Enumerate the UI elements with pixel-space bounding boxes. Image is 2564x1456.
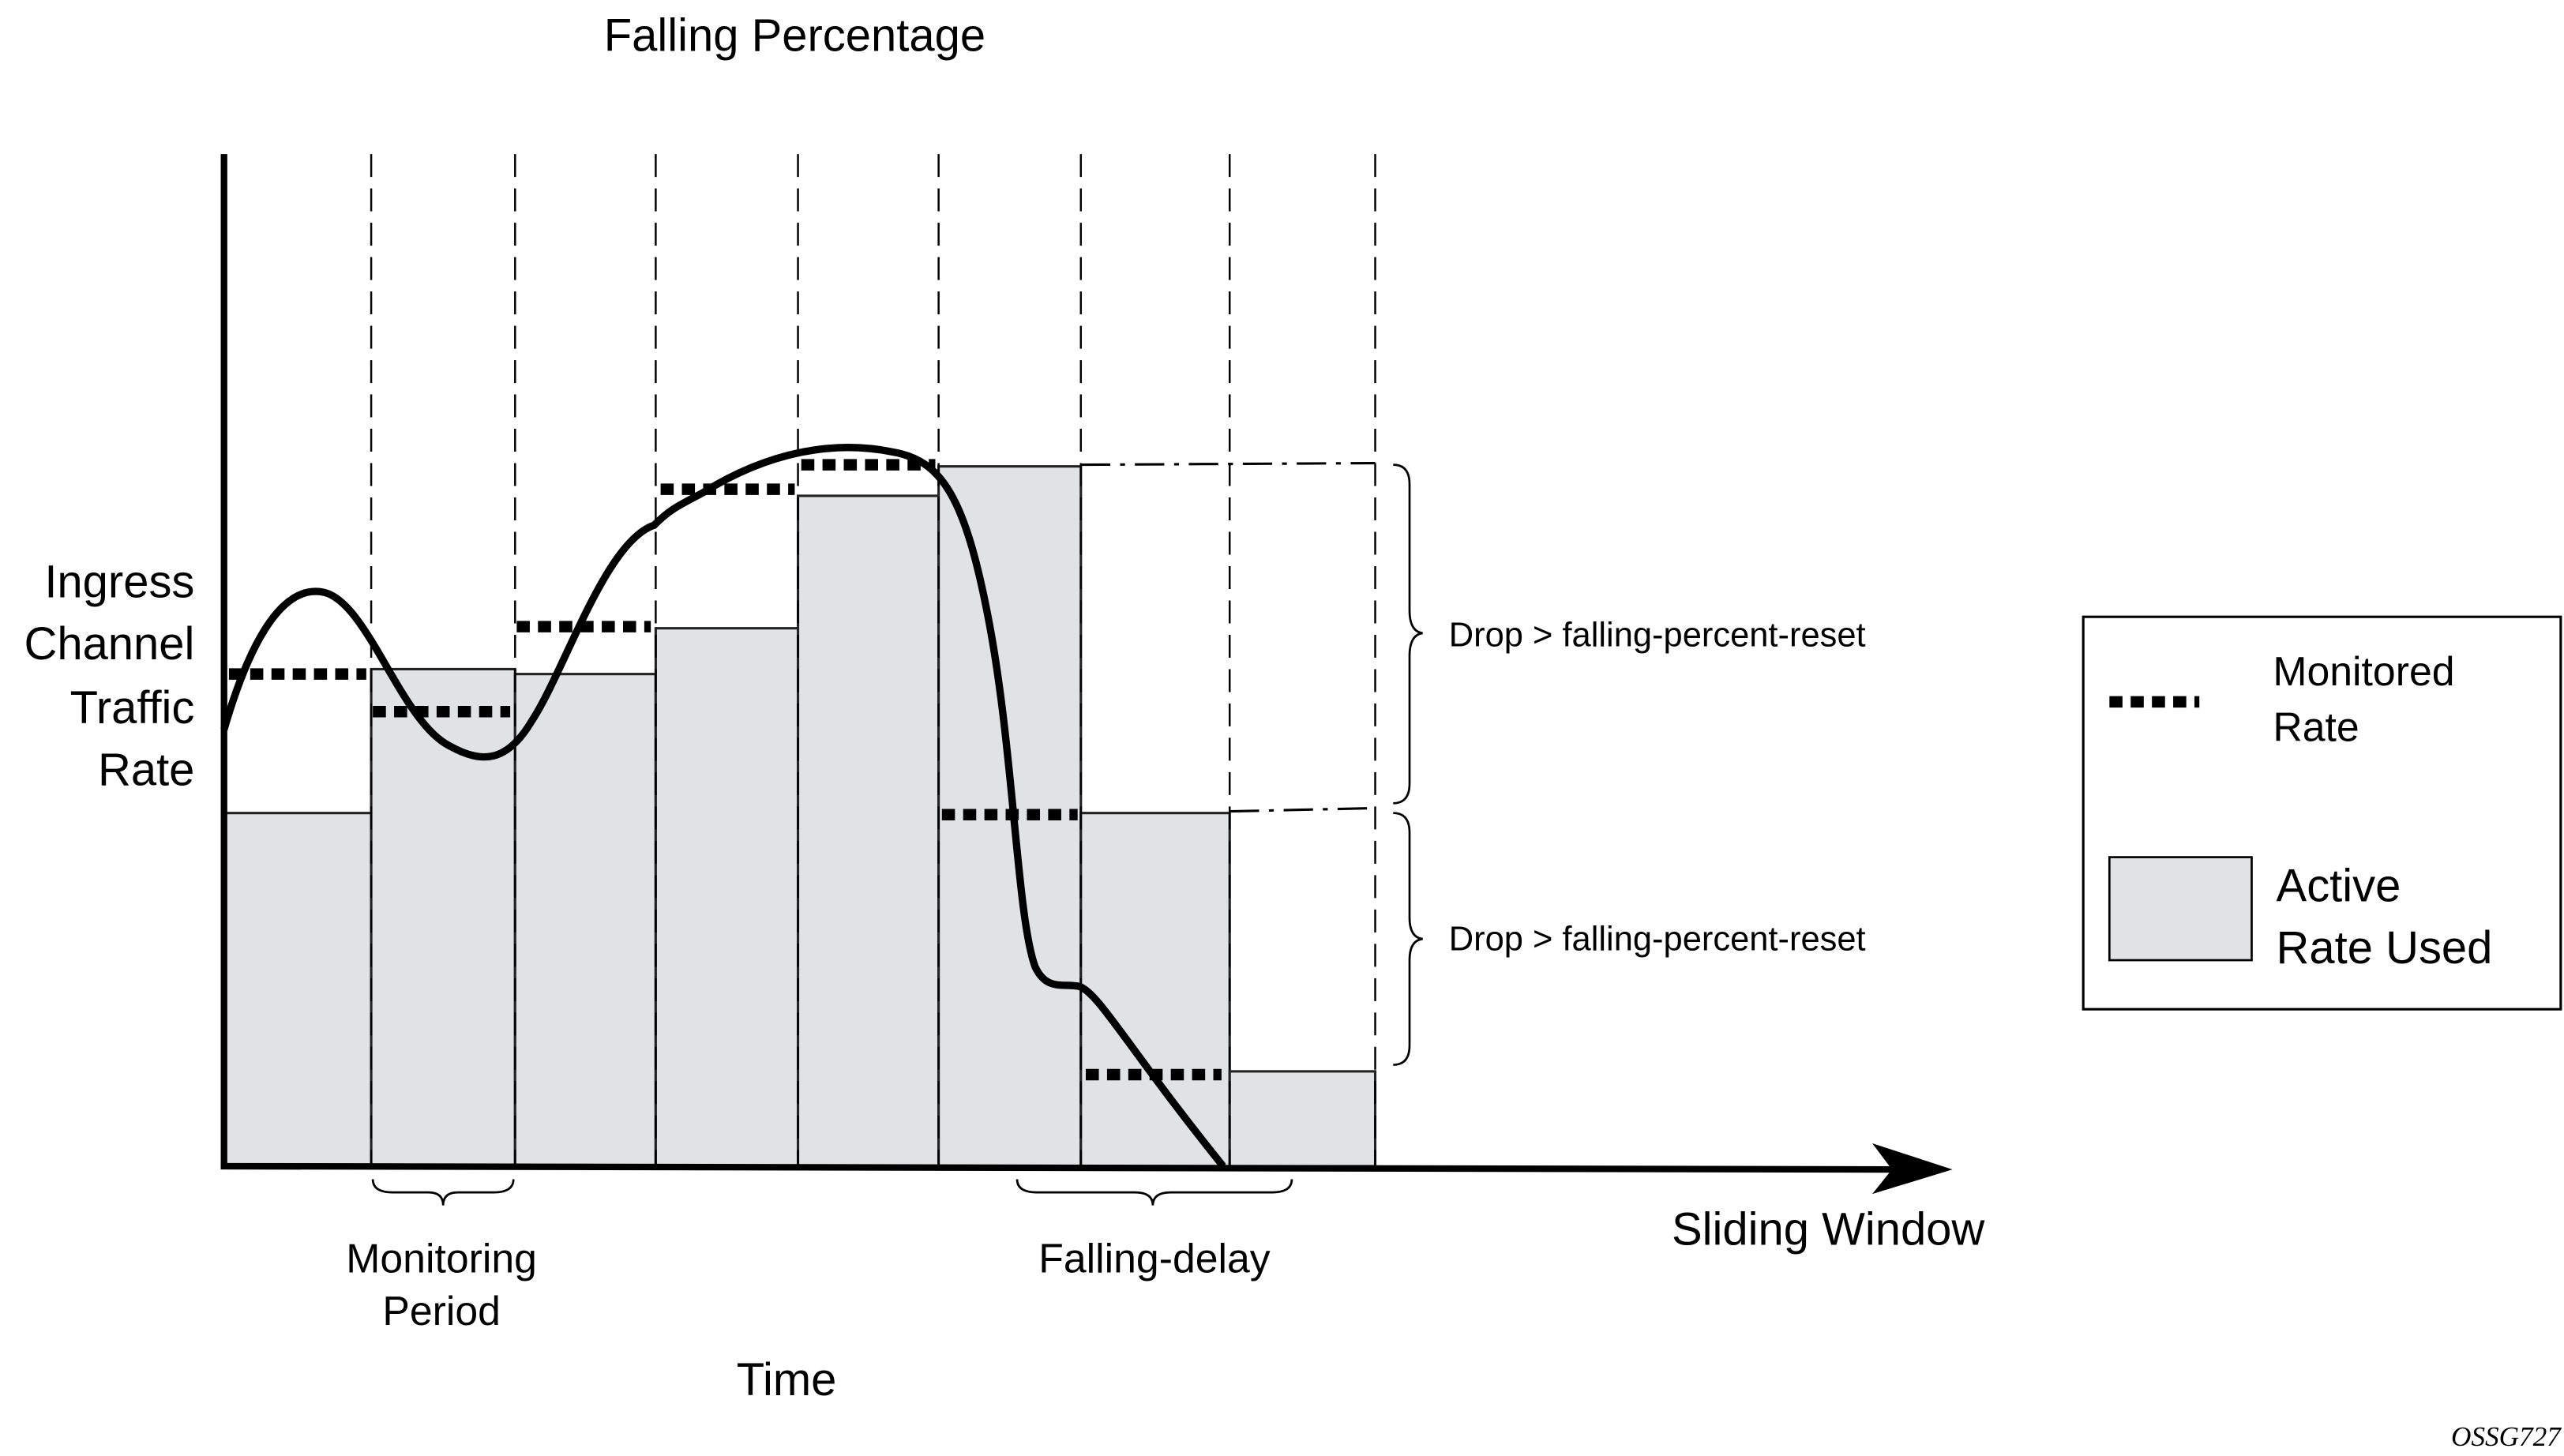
reference-lines — [1080, 461, 1376, 813]
bar-3 — [513, 673, 657, 1168]
legend: Monitored Rate Active Rate Used — [2082, 615, 2562, 1011]
x-axis — [220, 1162, 1898, 1173]
legend-active-rate-swatch — [2108, 856, 2253, 962]
legend-monitored-rate-label: Monitored — [2273, 648, 2454, 694]
drop-brace-upper — [1393, 463, 1423, 805]
bar-2 — [370, 667, 516, 1168]
y-label-line: Traffic — [70, 683, 195, 734]
time-label: Time — [737, 1355, 837, 1405]
falling-delay-label: Falling-delay — [1038, 1236, 1271, 1282]
monitoring-period-label: Monitoring — [346, 1236, 537, 1282]
ingress-traffic-curve — [220, 444, 1226, 1169]
reference-line-middle — [1229, 806, 1376, 813]
falling-delay-brace — [1015, 1179, 1293, 1206]
legend-active-rate-label: Rate Used — [2277, 923, 2493, 974]
y-label-line: Ingress — [44, 557, 194, 607]
monitoring-period-label: Period — [382, 1288, 501, 1334]
bar-4 — [654, 627, 800, 1168]
y-label-line: Channel — [24, 619, 194, 670]
bar-7 — [1079, 812, 1231, 1168]
window-dividers — [370, 154, 1376, 1166]
legend-active-rate-label: Active — [2277, 861, 2401, 912]
reference-line-top — [1080, 461, 1376, 467]
bar-8 — [1228, 1070, 1377, 1168]
bar-5 — [796, 494, 940, 1168]
figure-id: OSSG727 — [2451, 1421, 2562, 1452]
active-rate-bars — [223, 465, 1377, 1168]
x-axis-label: Sliding Window — [1672, 1204, 1984, 1255]
drop-brace-lower — [1393, 812, 1423, 1066]
legend-box — [2082, 615, 2562, 1011]
monitoring-period-brace — [371, 1179, 515, 1206]
bar-1 — [223, 812, 373, 1168]
x-axis-arrow-icon — [1872, 1143, 1953, 1195]
y-axis-label: Ingress Channel Traffic Rate — [24, 557, 194, 795]
drop-label-lower: Drop > falling-percent-reset — [1449, 921, 1866, 959]
legend-monitored-rate-label: Rate — [2273, 704, 2359, 750]
drop-label-upper: Drop > falling-percent-reset — [1449, 616, 1866, 654]
diagram-title: Falling Percentage — [604, 11, 985, 62]
y-label-line: Rate — [98, 745, 194, 795]
monitored-rate-segments — [228, 459, 1222, 1081]
